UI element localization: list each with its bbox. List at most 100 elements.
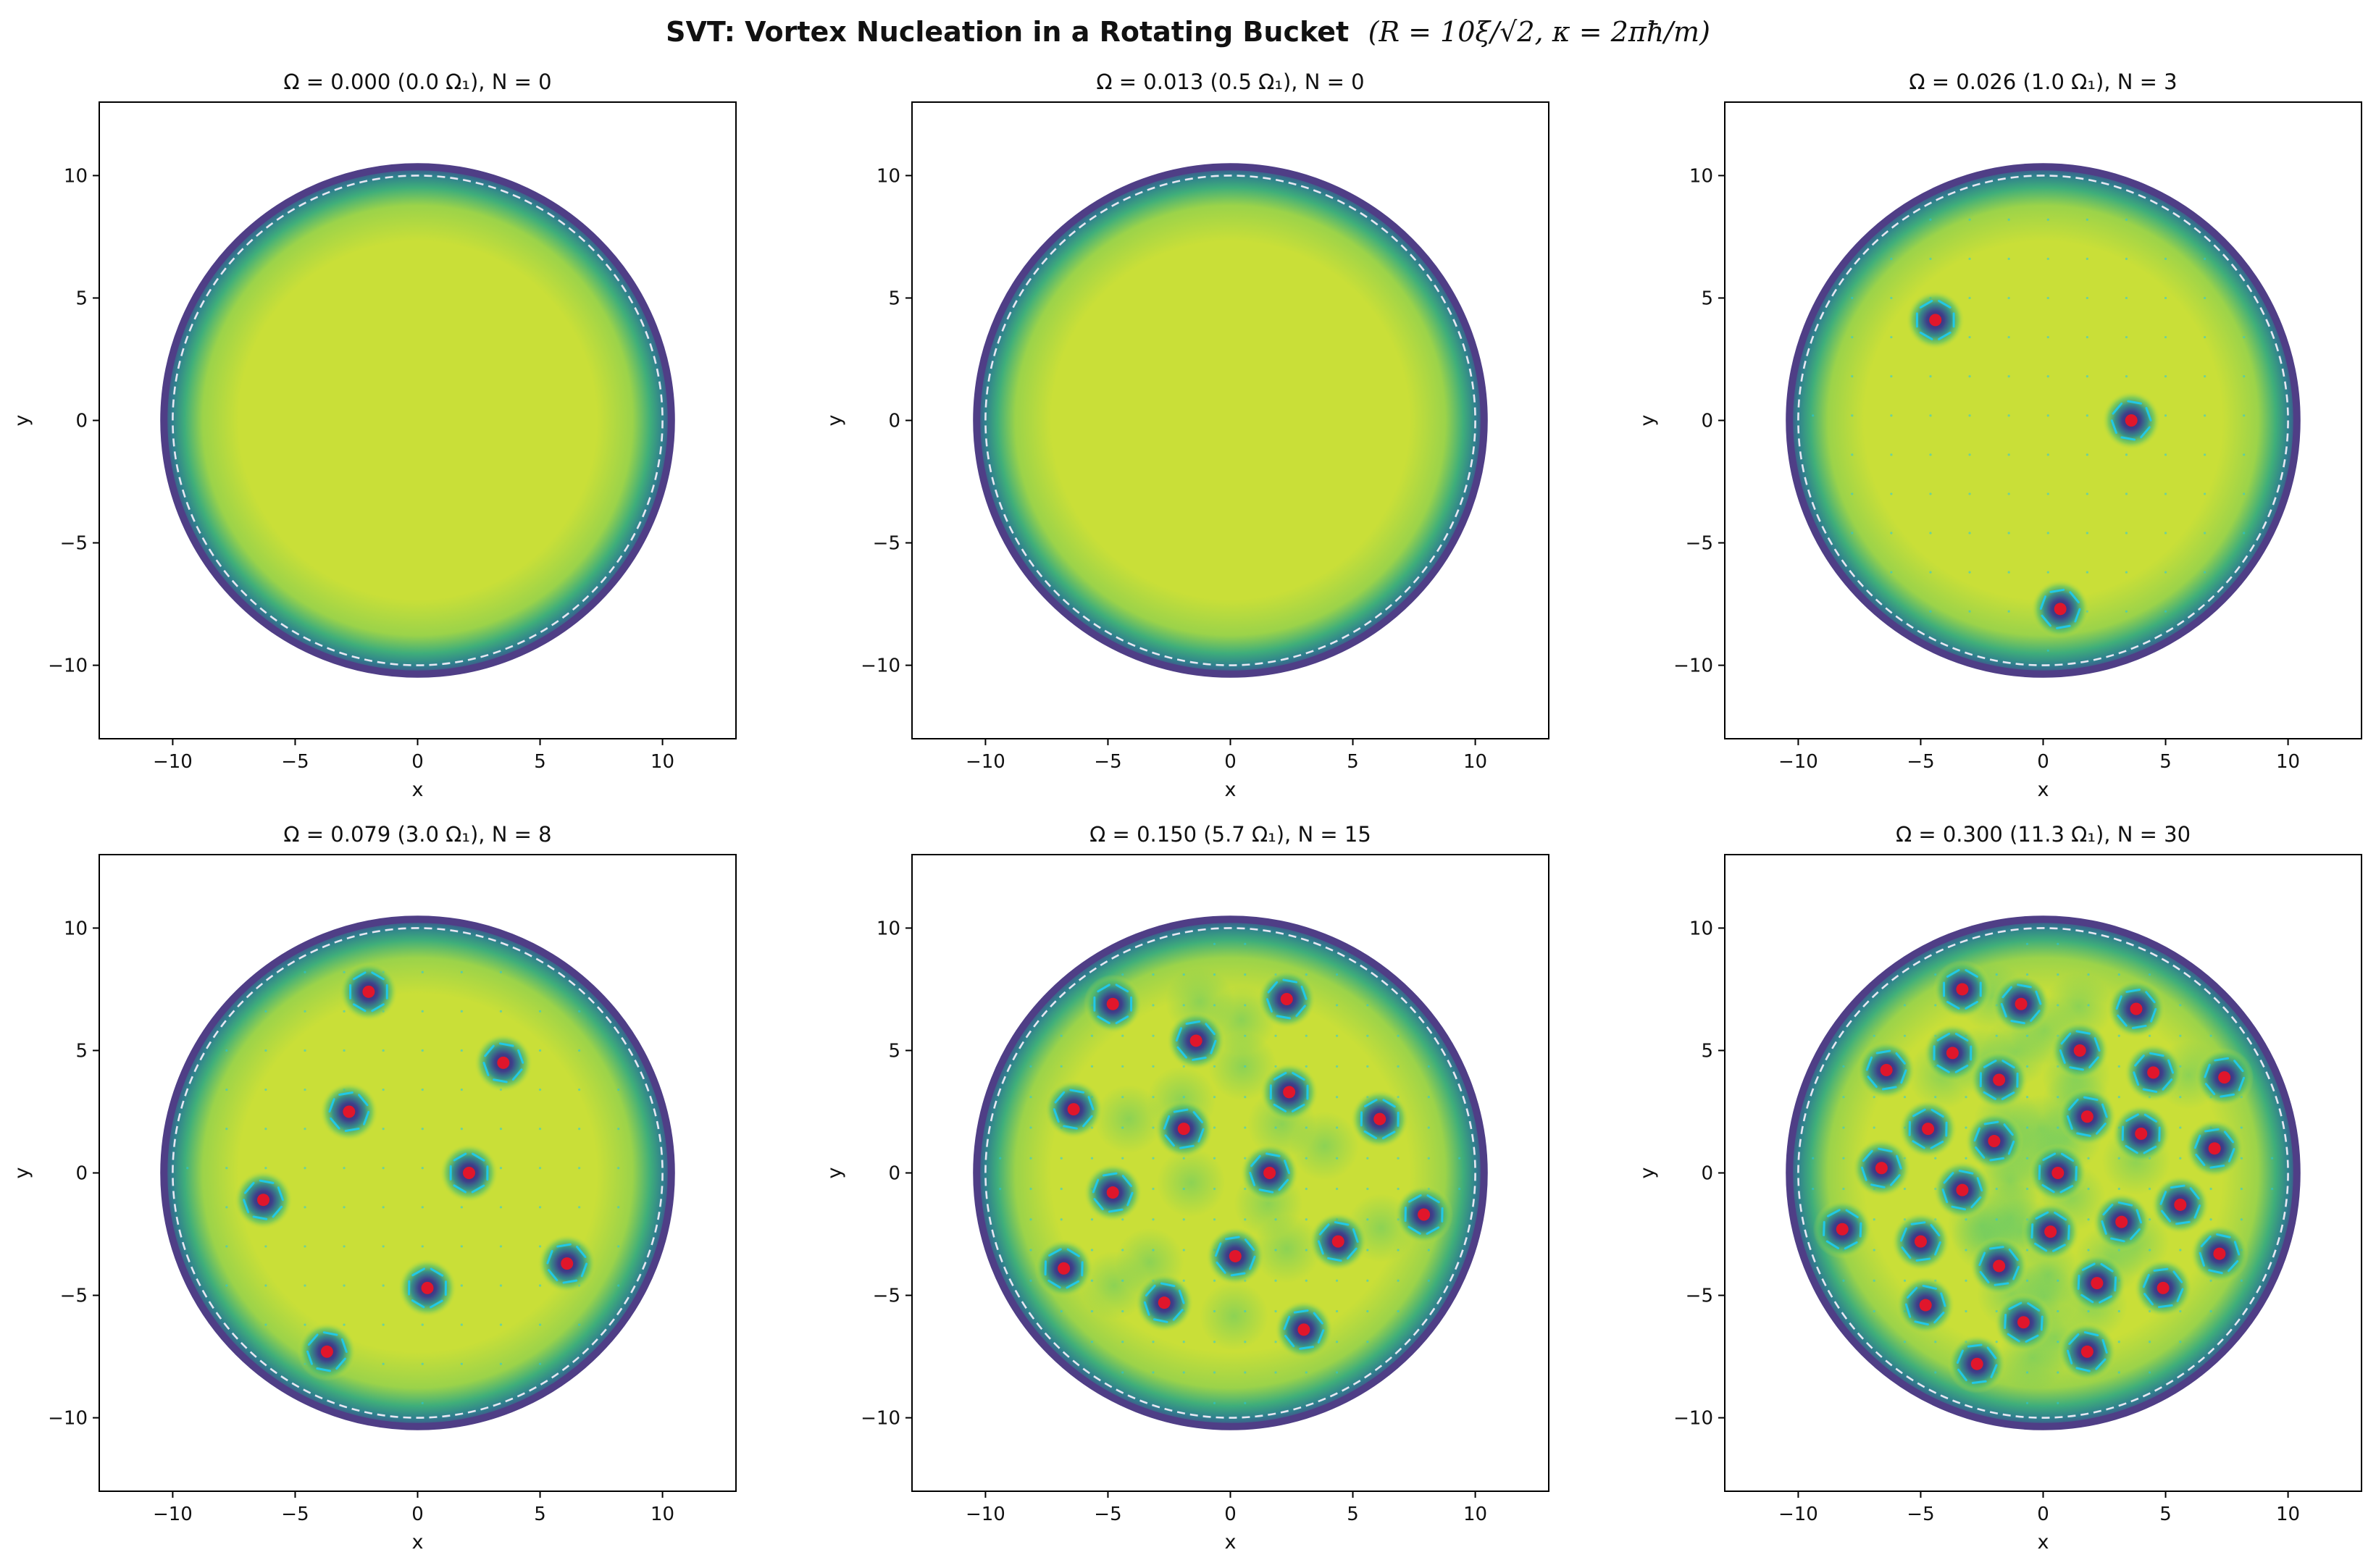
vortex-marker [2080,1110,2093,1123]
velocity-arrow [304,970,306,973]
velocity-arrow [1182,973,1185,976]
circulation-arrow [2228,1259,2239,1273]
velocity-arrow [1890,257,1893,260]
velocity-arrow [1929,532,1932,534]
circulation-arrow [2008,1248,2019,1262]
velocity-arrow [1244,1034,1247,1037]
x-tick-label: −10 [1778,1504,1818,1525]
circulation-arrow [2115,995,2122,1010]
velocity-arrow [1121,1126,1124,1129]
velocity-arrow [1965,1249,1967,1252]
vortex-15 [2185,1119,2244,1178]
circulation-arrow [1097,1015,1110,1025]
circulation-arrow [1860,1166,1867,1181]
circulation-arrow [2143,1145,2157,1154]
vortex-marker [2073,1044,2086,1057]
circulation-arrow [1426,1194,1440,1204]
circulation-arrow [2030,1010,2041,1022]
circulation-arrow [1845,1209,1859,1218]
velocity-arrow [2125,532,2128,534]
velocity-arrow [1152,1096,1155,1099]
velocity-arrow [1213,1126,1216,1129]
velocity-arrow [2271,1187,2274,1191]
velocity-arrow [2057,1371,2059,1374]
vortex-marker [362,985,375,998]
velocity-arrow [538,1049,542,1052]
velocity-arrow [2179,1096,2182,1099]
velocity-arrow [264,1128,267,1131]
circulation-arrow [1912,1108,1926,1118]
vortex-5 [1044,1080,1103,1139]
bucket-density [162,917,674,1429]
vortex-27 [2133,1258,2193,1317]
circulation-arrow [2129,1228,2141,1241]
x-tick-label: −10 [966,751,1005,773]
circulation-arrow [2001,1060,2015,1069]
bucket-edge [1786,163,2301,678]
velocity-arrow [343,1323,346,1326]
velocity-arrow [460,1128,463,1131]
vortex-marker [1880,1064,1893,1077]
velocity-arrow [2209,1187,2212,1191]
velocity-arrow [1851,414,1854,417]
y-tick-label: −5 [60,533,88,555]
velocity-arrow [2025,1157,2029,1160]
circulation-arrow [1946,1000,1960,1010]
circulation-arrow [1210,1039,1217,1055]
circulation-arrow [1938,331,1952,340]
x-tick-label: 5 [2159,1504,2172,1525]
y-tick-label: −10 [1673,1408,1713,1430]
circulation-arrow [1895,1052,1906,1065]
vortex-marker [2125,414,2138,427]
density-ripple [1094,1084,1163,1154]
velocity-arrow [1965,1309,1967,1313]
circulation-arrow [2051,1244,2066,1252]
velocity-arrow [1121,973,1124,976]
vortex-marker [1106,1186,1119,1199]
vortex-14 [1134,1273,1194,1333]
velocity-arrow [1213,973,1216,976]
circulation-arrow [1082,1115,1093,1128]
circulation-arrow [1092,1178,1100,1194]
circulation-arrow [1870,1183,1886,1188]
velocity-arrow [2057,1279,2059,1282]
velocity-arrow [499,1362,503,1365]
circulation-arrow [1407,1194,1422,1203]
velocity-arrow [1274,1279,1277,1282]
velocity-arrow [2164,414,2167,417]
circulation-arrow [2127,400,2143,405]
circulation-arrow [1989,1157,2005,1162]
circulation-arrow [1299,1346,1315,1350]
circulation-arrow [1912,1140,1925,1149]
circulation-arrow [2204,1128,2220,1133]
velocity-arrow [1182,1096,1185,1099]
velocity-arrow [421,1206,424,1209]
circulation-arrow [1881,1086,1897,1091]
vortex-marker [1993,1073,2006,1086]
vortex-5 [2050,1020,2109,1081]
velocity-arrow [304,1128,306,1131]
circulation-arrow [1160,1282,1176,1288]
circulation-arrow [2093,1036,2101,1052]
vortex-2 [474,1033,533,1092]
velocity-arrow [2204,335,2206,339]
velocity-arrow [1152,1126,1155,1129]
velocity-arrow [1244,1004,1247,1007]
panel-title: Ω = 0.150 (5.7 Ω₁), N = 15 [1089,822,1371,847]
vortex-marker [343,1105,356,1118]
circulation-arrow [2133,1071,2140,1086]
circulation-arrow [2066,1115,2073,1130]
circulation-arrow [1066,1280,1080,1289]
y-tick-label: 10 [877,918,900,939]
y-tick-label: −5 [1686,1286,1713,1307]
vortex-marker [2080,1345,2093,1358]
vortex-1 [1906,290,1965,350]
velocity-arrow [499,1323,503,1326]
velocity-arrow [1873,1034,1875,1037]
velocity-arrow [2086,532,2088,534]
circulation-arrow [2162,1078,2173,1091]
circulation-arrow [2034,1242,2048,1252]
velocity-arrow [421,1401,424,1404]
velocity-arrow [1274,1309,1277,1313]
velocity-arrow [1427,1126,1430,1129]
